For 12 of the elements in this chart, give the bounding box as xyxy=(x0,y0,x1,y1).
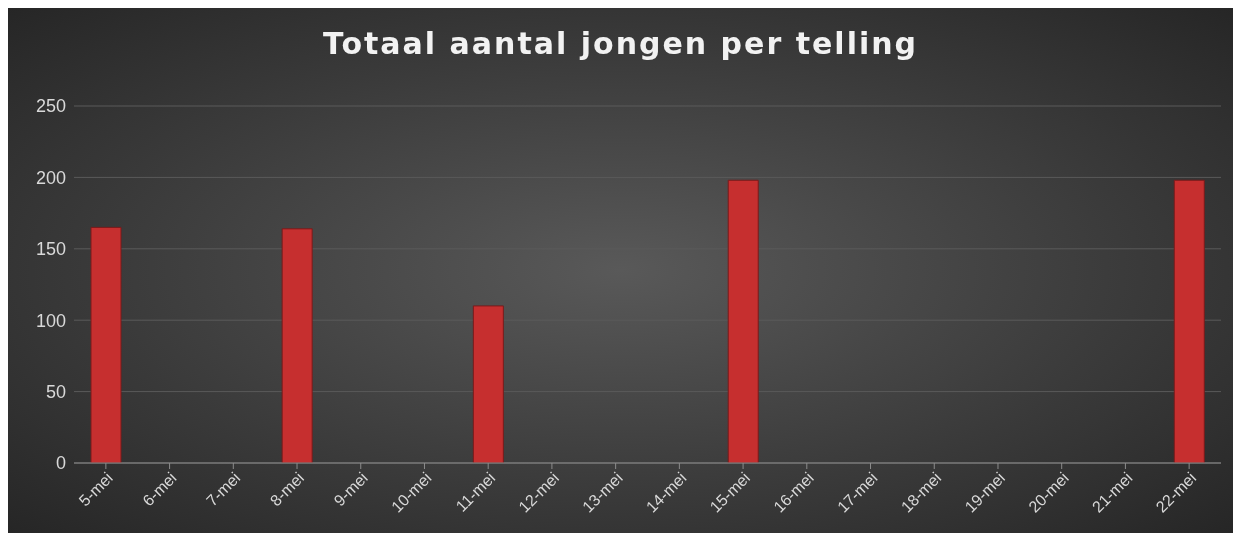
bar xyxy=(727,179,759,463)
y-tick-label: 100 xyxy=(35,310,66,331)
bar xyxy=(90,226,122,463)
y-tick-label: 200 xyxy=(35,167,66,188)
y-tick-label: 150 xyxy=(35,239,66,260)
bar xyxy=(472,305,504,463)
bar xyxy=(281,228,313,463)
bar xyxy=(1173,179,1205,463)
y-tick-label: 50 xyxy=(45,381,66,402)
y-tick-label: 250 xyxy=(35,96,66,117)
y-tick-label: 0 xyxy=(55,453,66,474)
chart-title: Totaal aantal jongen per telling xyxy=(321,25,920,63)
